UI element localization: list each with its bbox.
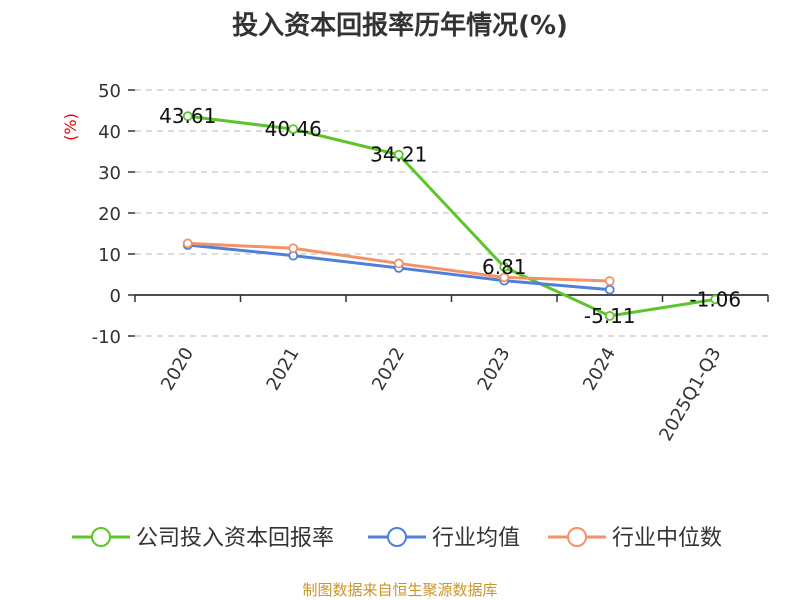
data-point[interactable] [499,262,510,272]
legend[interactable]: 公司投入资本回报率 行业均值 行业中位数 [72,526,722,551]
data-point[interactable] [182,111,193,122]
legend-item-1[interactable]: 行业均值 [368,526,520,551]
y-axis-label: (%) [61,113,80,141]
data-point[interactable] [288,243,299,254]
data-label: 40.46 [265,117,322,141]
data-labels: 43.61 40.46 34.21 6.81 -5.11 -1.06 [159,104,741,328]
x-tick-label: 2024 [579,344,620,394]
y-tick-label: 0 [110,286,121,307]
x-axis: 2020 2021 2022 2023 2024 2025Q1-Q3 [134,294,769,445]
data-point[interactable] [182,238,193,249]
x-tick-label: 2025Q1-Q3 [655,344,725,445]
source-note: 制图数据来自恒生聚源数据库 [302,581,497,599]
x-tick-label: 2022 [368,344,409,394]
y-tick-label: -10 [92,327,121,348]
data-point[interactable] [288,124,299,135]
data-point[interactable] [604,276,615,286]
legend-swatch-marker [91,527,111,547]
chart-title: 投入资本回报率历年情况(%) [232,10,568,41]
y-tick-label: 40 [98,122,121,143]
data-point[interactable] [499,272,510,283]
y-tick-label: 10 [98,245,121,266]
data-point[interactable] [393,149,404,160]
data-label: 34.21 [370,143,427,167]
data-point[interactable] [393,258,404,269]
legend-label: 行业中位数 [612,526,722,551]
x-tick-label: 2020 [157,344,198,394]
series-line-0 [187,114,716,318]
legend-swatch-marker [567,527,587,547]
data-point[interactable] [710,294,721,305]
data-label: 6.81 [482,255,527,279]
y-tick-label: 20 [98,204,121,225]
legend-swatch-marker [387,527,407,547]
data-point[interactable] [604,311,615,321]
data-label: 43.61 [159,104,216,128]
y-tick-label: 50 [98,81,121,102]
x-tick-label: 2021 [262,344,303,394]
y-tick-label: 30 [98,163,121,184]
data-point[interactable] [604,284,615,295]
data-label: -1.06 [689,287,741,311]
series-lines [182,111,721,321]
x-tick-label: 2023 [473,344,514,394]
data-label: -5.11 [584,304,636,328]
legend-label: 公司投入资本回报率 [136,526,334,551]
legend-item-2[interactable]: 行业中位数 [548,526,722,551]
legend-label: 行业均值 [432,526,520,551]
y-axis-ticks: 50 40 30 20 10 0 -10 [92,81,135,348]
legend-item-0[interactable]: 公司投入资本回报率 [72,526,334,551]
